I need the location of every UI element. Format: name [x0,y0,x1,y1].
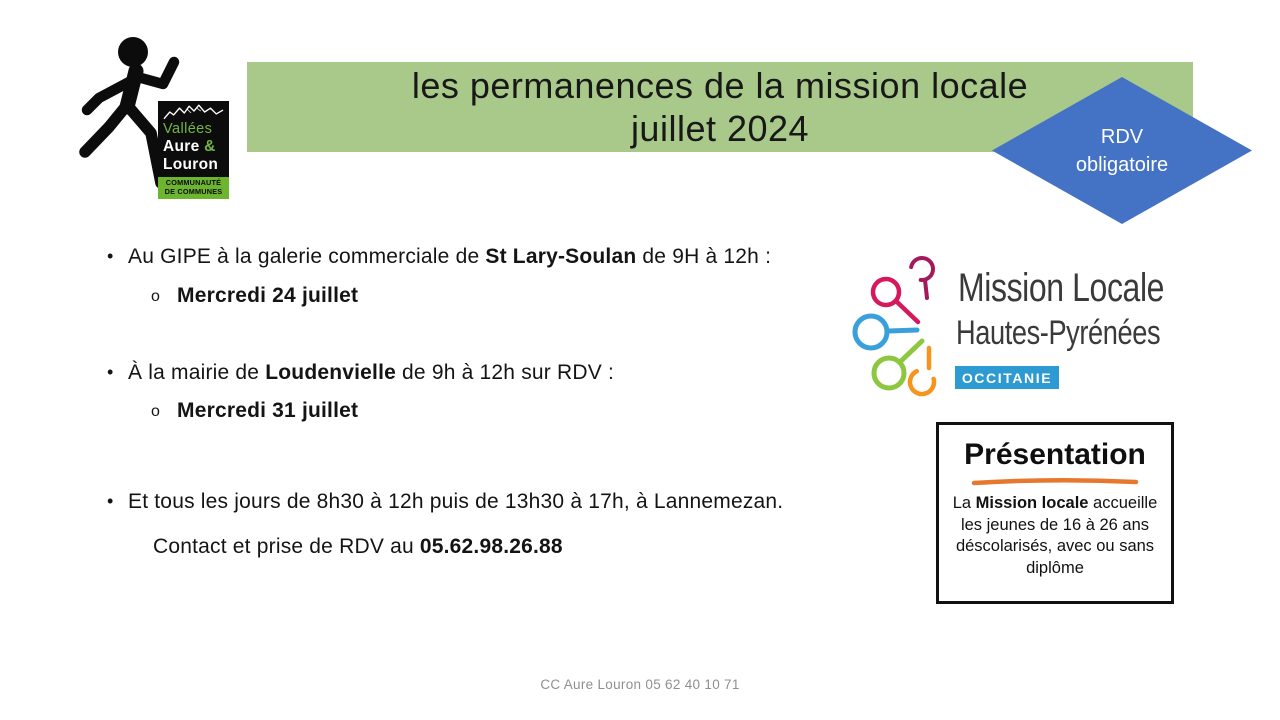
orange-underline [971,477,1139,486]
subbullet-mercredi-24-text: Mercredi 24 juillet [177,284,359,307]
cc-logo-louron: Louron [163,156,219,173]
bullet-mairie-loudenvielle-text: À la mairie de Loudenvielle de 9h à 12h … [128,361,615,384]
occitanie-badge: OCCITANIE [955,366,1059,389]
bullet-gipe-st-lary-text: Au GIPE à la galerie commerciale de St L… [128,245,772,268]
subbullet-mercredi-31: o Mercredi 31 juillet [151,399,358,423]
mission-locale-title: Mission Locale [958,266,1165,310]
cc-logo-aure-text: Aure [163,138,200,155]
cc-logo-strip: COMMUNAUTÉ DE COMMUNES [158,177,229,200]
running-person-icon [79,37,180,189]
mountains-icon [163,104,224,120]
cc-logo-ampersand: & [204,138,216,155]
bullet-gipe-st-lary: • Au GIPE à la galerie commerciale de St … [107,245,771,269]
mission-locale-logo: Mission Locale Hautes-Pyrénées OCCITANIE [845,252,1185,408]
mission-locale-subtitle: Hautes-Pyrénées [956,314,1161,352]
bullet-mairie-loudenvielle: • À la mairie de Loudenvielle de 9h à 12h… [107,361,614,385]
contact-line: Contact et prise de RDV au 05.62.98.26.8… [153,535,563,559]
cc-logo-aure: Aure & [163,138,225,156]
presentation-body: La Mission locale accueille les jeunes d… [952,494,1158,577]
subbullet-marker: o [151,403,161,420]
cc-logo-strip-line2: DE COMMUNES [164,186,223,196]
subbullet-mercredi-24: o Mercredi 24 juillet [151,284,358,308]
presentation-box: Présentation La Mission locale accueille… [936,422,1174,604]
diamond-text-line2: obligatoire [1075,153,1169,176]
contact-line-text: Contact et prise de RDV au 05.62.98.26.8… [153,535,563,558]
mission-locale-circles-icon [852,256,937,397]
subbullet-marker: o [151,288,161,305]
bullet-lannemezan-text: Et tous les jours de 8h30 à 12h puis de … [128,490,784,513]
bullet-marker: • [107,246,114,266]
bullet-marker: • [107,362,114,382]
presentation-title: Présentation [964,438,1146,471]
bullet-marker: • [107,491,114,511]
slide-title-line2: juillet 2024 [630,108,810,149]
bullet-lannemezan: • Et tous les jours de 8h30 à 12h puis de… [107,490,783,514]
cc-logo-upper: Vallées Aure & Louron [158,101,229,177]
slide-title-line1: les permanences de la mission locale [411,65,1029,106]
subbullet-mercredi-31-text: Mercredi 31 juillet [177,399,359,422]
footer-text: CC Aure Louron 05 62 40 10 71 [540,677,740,692]
cc-aure-louron-logo: Vallées Aure & Louron COMMUNAUTÉ DE COMM… [158,101,229,200]
diamond-text-line1: RDV [1100,125,1144,148]
cc-logo-vallees: Vallées [163,121,213,137]
cc-logo-strip-line1: COMMUNAUTÉ [165,178,222,187]
